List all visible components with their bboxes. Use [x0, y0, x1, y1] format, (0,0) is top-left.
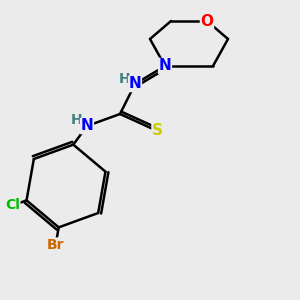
- Text: Br: Br: [47, 238, 64, 252]
- Text: O: O: [200, 14, 214, 28]
- Text: H: H: [119, 72, 130, 86]
- Text: N: N: [159, 58, 171, 74]
- Text: N: N: [81, 118, 93, 134]
- Text: H: H: [71, 113, 82, 127]
- Text: Cl: Cl: [5, 199, 20, 212]
- Text: N: N: [129, 76, 141, 92]
- Text: S: S: [152, 123, 163, 138]
